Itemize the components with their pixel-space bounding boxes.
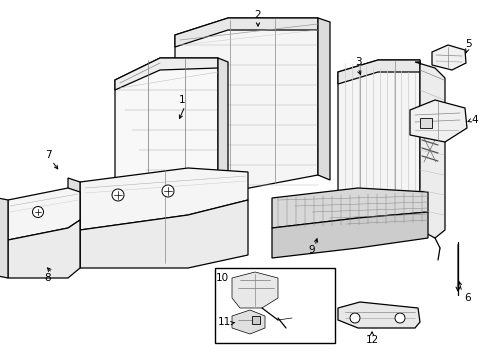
Polygon shape bbox=[218, 58, 227, 192]
Circle shape bbox=[32, 207, 43, 217]
Polygon shape bbox=[231, 310, 264, 334]
Polygon shape bbox=[115, 58, 218, 90]
Polygon shape bbox=[271, 188, 427, 228]
Text: 7: 7 bbox=[44, 150, 51, 160]
Polygon shape bbox=[337, 60, 419, 245]
Circle shape bbox=[394, 313, 404, 323]
Polygon shape bbox=[431, 45, 465, 70]
Text: 3: 3 bbox=[354, 57, 361, 67]
Text: 10: 10 bbox=[215, 273, 228, 283]
Polygon shape bbox=[337, 60, 419, 84]
Polygon shape bbox=[231, 272, 278, 308]
Polygon shape bbox=[8, 188, 80, 240]
Polygon shape bbox=[115, 58, 218, 210]
Bar bbox=[251, 316, 260, 324]
Circle shape bbox=[349, 313, 359, 323]
Polygon shape bbox=[80, 200, 247, 268]
Polygon shape bbox=[414, 62, 444, 238]
Bar bbox=[419, 118, 431, 128]
Polygon shape bbox=[409, 100, 466, 142]
Bar bbox=[215, 268, 334, 343]
Polygon shape bbox=[317, 18, 329, 180]
Polygon shape bbox=[175, 18, 317, 47]
Polygon shape bbox=[68, 178, 80, 268]
Polygon shape bbox=[80, 168, 247, 230]
Circle shape bbox=[162, 185, 174, 197]
Polygon shape bbox=[8, 220, 80, 278]
Text: 1: 1 bbox=[178, 95, 185, 105]
Text: 8: 8 bbox=[44, 273, 51, 283]
Text: 9: 9 bbox=[308, 245, 315, 255]
Text: 11: 11 bbox=[217, 317, 230, 327]
Polygon shape bbox=[337, 302, 419, 328]
Text: 6: 6 bbox=[464, 293, 470, 303]
Polygon shape bbox=[175, 18, 317, 210]
Text: 2: 2 bbox=[254, 10, 261, 20]
Text: 4: 4 bbox=[471, 115, 477, 125]
Text: 5: 5 bbox=[464, 39, 470, 49]
Polygon shape bbox=[271, 212, 427, 258]
Polygon shape bbox=[0, 198, 8, 278]
Text: 12: 12 bbox=[365, 335, 378, 345]
Circle shape bbox=[112, 189, 124, 201]
